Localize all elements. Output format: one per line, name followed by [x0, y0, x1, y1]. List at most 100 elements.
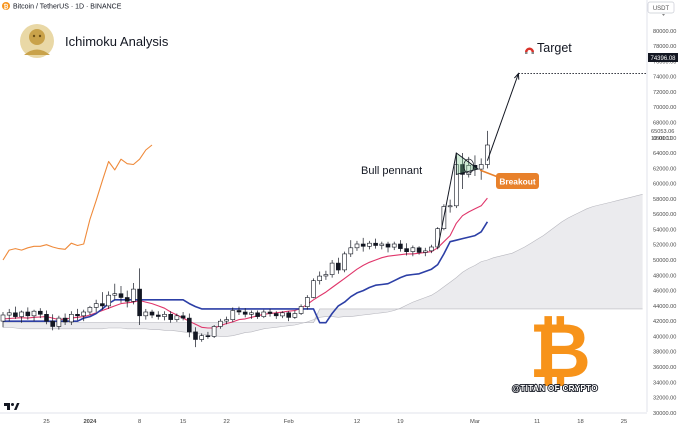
price-scale[interactable]: 30000.00 32000.00 34000.00 36000.00 38000.00…	[646, 0, 678, 417]
candle	[106, 291, 111, 309]
candle-body-up	[131, 288, 136, 302]
candlesticks	[0, 130, 490, 348]
candle-body-up	[435, 228, 441, 248]
candle	[81, 309, 86, 322]
price-tick-label: 42000.00	[653, 319, 676, 325]
candle-body-down	[273, 313, 279, 317]
projection-arrow	[486, 73, 519, 161]
price-tick-label: 76000.00	[653, 59, 676, 65]
price-tick-label: 58000.00	[653, 197, 676, 203]
time-tick-label: 19	[397, 419, 403, 425]
candle	[205, 331, 211, 339]
price-tick-label: 30000.00	[653, 411, 676, 417]
candle-body-down	[404, 248, 409, 253]
cloud-span-b	[3, 308, 643, 323]
candle-body-up	[69, 313, 74, 323]
pennant-highlight	[463, 158, 475, 174]
price-tick-label: 66000.00	[653, 136, 676, 142]
candle-body-up	[93, 303, 99, 308]
candle-body-down	[62, 317, 68, 323]
candle-body-up	[292, 313, 298, 318]
candle	[44, 310, 49, 325]
candle	[211, 324, 217, 338]
candle	[236, 306, 242, 316]
price-tick-label: 36000.00	[653, 365, 676, 371]
candle-body-up	[466, 165, 472, 175]
candle-body-up	[230, 310, 236, 320]
time-tick-label: 15	[180, 419, 186, 425]
candle	[304, 295, 310, 310]
price-tick-label: 80000.00	[653, 29, 676, 35]
candle-body-up	[87, 307, 93, 313]
candle-body-up	[280, 312, 285, 317]
candle	[69, 311, 74, 325]
cloud-span-a	[3, 194, 643, 337]
price-tick-label: 50000.00	[653, 258, 676, 264]
time-tick-label: Mar	[470, 419, 480, 425]
candle	[485, 130, 490, 169]
price-tick-label: 48000.00	[653, 273, 676, 279]
bitcoin-coin-icon	[2, 2, 10, 10]
cloud-fill	[3, 194, 643, 337]
currency-button[interactable]	[647, 1, 675, 14]
price-tick-label: 44000.00	[653, 304, 676, 310]
candle	[429, 244, 434, 254]
candle-body-up	[354, 243, 360, 249]
time-tick-label: 18	[577, 419, 583, 425]
candle	[367, 240, 372, 250]
candle	[156, 311, 161, 320]
candle-body-up	[478, 164, 484, 170]
price-tick-label: 34000.00	[653, 380, 676, 386]
candle	[180, 311, 186, 321]
price-tick-label: 52000.00	[653, 243, 676, 249]
candle	[273, 311, 279, 319]
candle-body-up	[329, 262, 335, 275]
candle-body-up	[19, 311, 24, 317]
candle	[118, 286, 124, 303]
target-label: Target	[525, 41, 572, 55]
candle	[199, 333, 204, 342]
candle	[466, 156, 472, 178]
time-tick-label: 22	[223, 419, 229, 425]
candle-body-up	[199, 335, 204, 340]
candle	[360, 237, 366, 252]
price-tick-label: 56000.00	[653, 212, 676, 218]
bar-countdown: 13:01:11	[651, 136, 672, 142]
candle-body-down	[242, 311, 248, 315]
time-tick-label: 25	[621, 419, 627, 425]
candle	[62, 313, 68, 325]
tradingview-logo-icon[interactable]	[4, 403, 20, 410]
price-tick-label: 60000.00	[653, 182, 676, 188]
candle-body-up	[422, 250, 428, 253]
avatar-face	[29, 29, 45, 45]
watermark-handle: @TITAN OF CRYPTO	[512, 384, 598, 393]
flagpole-line	[437, 152, 457, 249]
candle-body-up	[106, 294, 111, 307]
candle-body-down	[25, 311, 31, 317]
magnet-icon	[525, 47, 534, 52]
time-axis[interactable]: 25 2024 8 15 22 Feb 12 19 Mar 11 18 25	[0, 412, 647, 425]
target-price-label: 74396.08	[650, 56, 676, 62]
candle	[56, 315, 62, 330]
candle	[286, 311, 292, 322]
candle-body-up	[348, 247, 354, 255]
candle-body-down	[180, 315, 186, 319]
time-tick-label: 12	[354, 419, 360, 425]
candle-body-up	[410, 247, 416, 252]
candle	[124, 290, 130, 308]
candle-body-up	[56, 317, 62, 327]
candle-body-up	[379, 243, 385, 246]
price-tick-label: 68000.00	[653, 121, 676, 127]
candle-body-up	[6, 312, 12, 316]
candle	[37, 308, 43, 319]
candle	[100, 292, 105, 310]
candle	[87, 305, 93, 316]
candle	[422, 247, 428, 257]
symbol-title: Bitcoin / TetherUS · 1D · BINANCE	[13, 4, 122, 11]
pattern-label: Bull pennant	[361, 165, 422, 177]
candle-body-up	[367, 242, 372, 247]
chevron-down-icon	[662, 14, 665, 16]
candle-body-down	[187, 317, 192, 333]
